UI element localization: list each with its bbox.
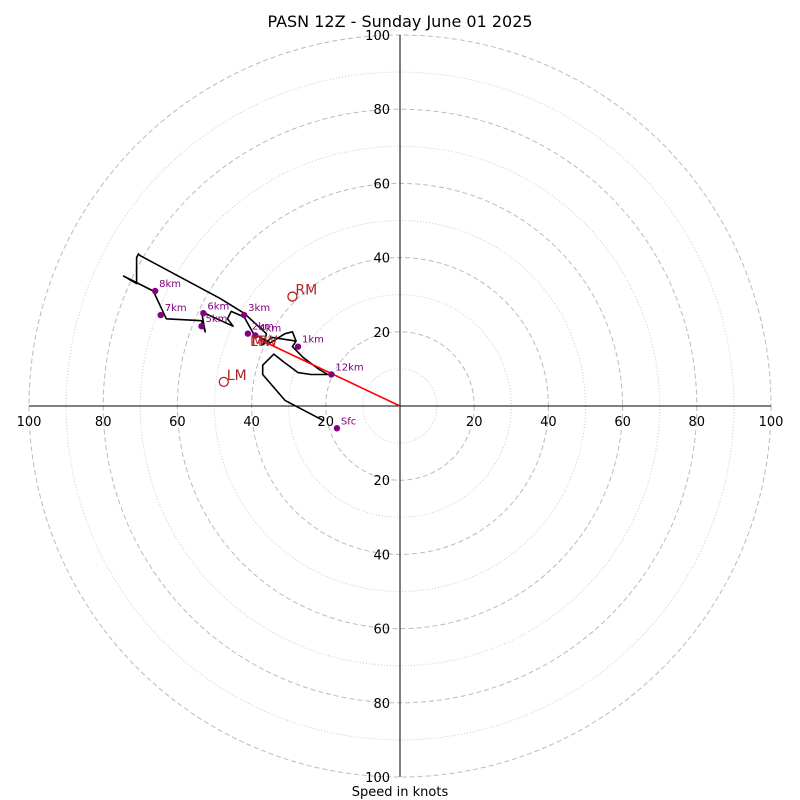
x-tick-label: 20 bbox=[466, 415, 483, 430]
height-marker-label: 5km bbox=[206, 314, 228, 325]
height-marker-label: 1km bbox=[302, 335, 324, 346]
y-tick-label: 20 bbox=[373, 326, 390, 341]
height-marker-dot bbox=[200, 310, 207, 317]
x-axis-label: Speed in knots bbox=[352, 785, 449, 800]
height-marker-label: 12km bbox=[335, 362, 363, 373]
y-tick-label: 40 bbox=[373, 548, 390, 563]
x-tick-label: 20 bbox=[318, 415, 335, 430]
y-tick-label: 20 bbox=[373, 474, 390, 489]
storm-motion-label: RM bbox=[295, 283, 317, 299]
height-marker-dot bbox=[252, 332, 259, 339]
hodograph-trace bbox=[122, 253, 329, 422]
height-marker-label: 3km bbox=[248, 303, 270, 314]
chart-title: PASN 12Z - Sunday June 01 2025 bbox=[267, 12, 532, 31]
x-tick-label: 40 bbox=[243, 415, 260, 430]
storm-motion-label: MW bbox=[252, 334, 278, 350]
y-tick-label: 80 bbox=[373, 697, 390, 712]
height-marker-dot bbox=[198, 323, 205, 330]
height-marker-label: 4km bbox=[259, 324, 281, 335]
y-tick-label: 60 bbox=[373, 177, 390, 192]
x-tick-label: 60 bbox=[614, 415, 631, 430]
height-marker-dot bbox=[240, 311, 248, 319]
height-marker-label: 6km bbox=[207, 301, 229, 312]
y-tick-label: 40 bbox=[373, 252, 390, 267]
x-tick-label: 60 bbox=[169, 415, 186, 430]
height-marker-label: 2km bbox=[252, 322, 274, 333]
x-tick-label: 80 bbox=[95, 415, 112, 430]
height-marker-dot bbox=[157, 311, 164, 319]
height-markers: Sfc 1km 2km 3km 4km 5km 6km 7km 8km 12km bbox=[151, 279, 364, 432]
height-marker-dot bbox=[244, 330, 252, 337]
height-marker-dot bbox=[328, 371, 335, 378]
x-tick-label: 80 bbox=[689, 415, 706, 430]
x-tick-label: 40 bbox=[540, 415, 557, 430]
height-marker-dot bbox=[333, 425, 341, 432]
x-tick-label: 100 bbox=[17, 415, 42, 430]
y-tick-label: 100 bbox=[365, 29, 390, 44]
height-marker-label: Sfc bbox=[341, 416, 356, 427]
storm-motion-label: LT bbox=[250, 334, 265, 350]
y-tick-label: 60 bbox=[373, 623, 390, 638]
height-marker-label: 8km bbox=[159, 279, 181, 290]
hodograph-line bbox=[122, 253, 329, 422]
x-tick-label: 100 bbox=[759, 415, 784, 430]
y-tick-label: 100 bbox=[365, 771, 390, 786]
height-marker-dot bbox=[151, 287, 159, 295]
y-tick-label: 80 bbox=[373, 103, 390, 118]
height-marker-dot bbox=[294, 343, 302, 350]
storm-motion-circle bbox=[218, 376, 229, 388]
storm-motion-circle bbox=[287, 291, 298, 302]
storm-motion-label: LM bbox=[227, 368, 247, 384]
height-marker-label: 7km bbox=[165, 303, 187, 314]
